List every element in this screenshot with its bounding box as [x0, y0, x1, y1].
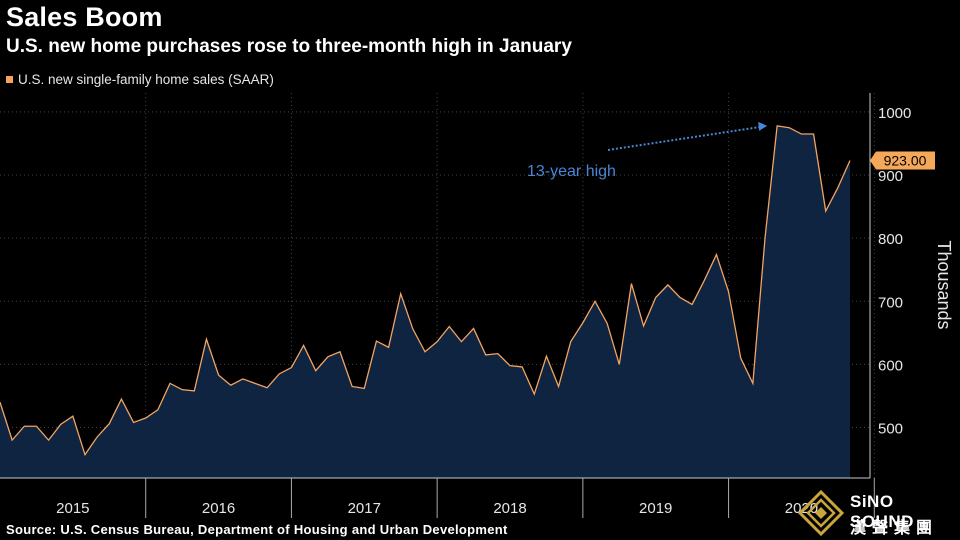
y-axis-label: Thousands [934, 240, 954, 329]
x-tick-label: 2019 [639, 500, 672, 517]
x-tick-label: 2016 [202, 500, 235, 517]
y-tick-label: 1000 [878, 105, 911, 122]
annotation-label: 13-year high [527, 163, 616, 180]
logo-name: SiNO SOUND [850, 492, 914, 531]
last-value-marker [870, 151, 935, 170]
logo-cjk: 漢聲集團 [850, 520, 939, 537]
series-area [0, 125, 850, 478]
legend-swatch [6, 76, 13, 83]
legend-label: U.S. new single-family home sales (SAAR) [18, 72, 274, 87]
x-tick-label: 2018 [493, 500, 526, 517]
series-line [0, 125, 851, 457]
chart-title: Sales Boom [6, 2, 163, 32]
y-tick-label: 700 [878, 294, 903, 311]
y-tick-label: 900 [878, 168, 903, 185]
y-tick-label: 500 [878, 421, 903, 438]
legend: U.S. new single-family home sales (SAAR) [6, 72, 274, 87]
last-value-label: 923.00 [884, 153, 927, 169]
y-tick-label: 600 [878, 357, 903, 374]
x-tick-label: 2017 [348, 500, 381, 517]
logo-diamond-icon [798, 490, 844, 536]
source-note: Source: U.S. Census Bureau, Department o… [6, 522, 508, 537]
sino-sound-logo: SiNO SOUND 漢聲集團 [796, 488, 960, 540]
x-tick-label: 2015 [56, 500, 89, 517]
y-tick-label: 800 [878, 231, 903, 248]
chart-subtitle: U.S. new home purchases rose to three-mo… [6, 36, 572, 57]
annotation-arrow [607, 125, 762, 151]
annotation-arrowhead [758, 121, 768, 131]
